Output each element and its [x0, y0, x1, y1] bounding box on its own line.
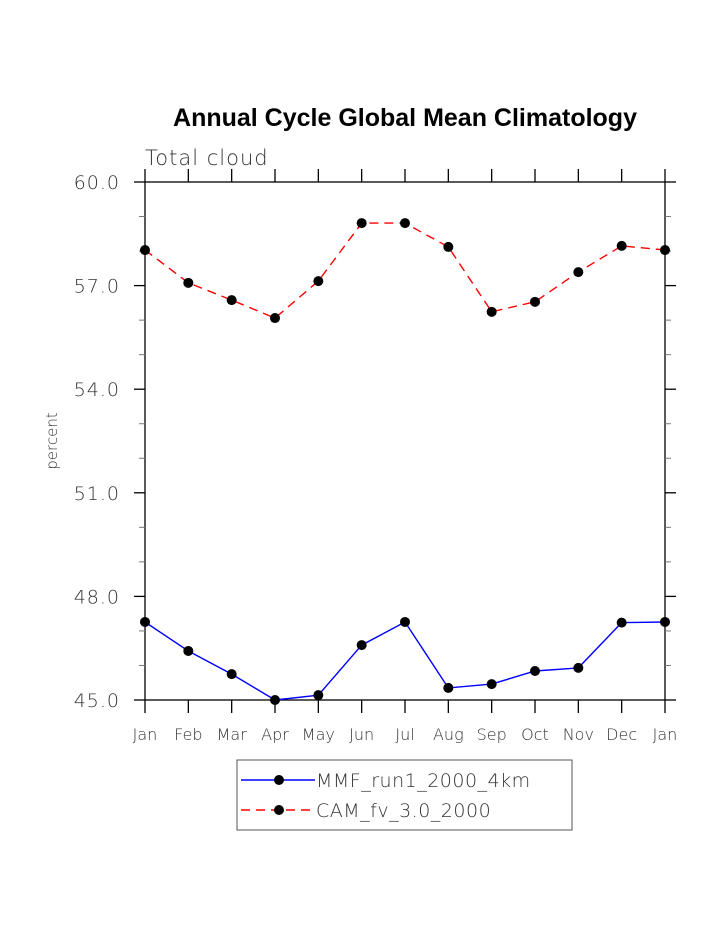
- data-point: [226, 295, 237, 306]
- legend: MMF_run1_2000_4km CAM_fv_3.0_2000: [236, 759, 573, 831]
- series-MMF_run1_2000_4km: [140, 616, 670, 705]
- y-tick-label: 51.0: [74, 483, 120, 505]
- data-point: [140, 616, 150, 627]
- legend-marker: [274, 775, 284, 785]
- y-tick-label: 48.0: [74, 586, 120, 608]
- y-tick-label: 60.0: [74, 172, 120, 194]
- x-tick-label: May: [302, 725, 335, 744]
- legend-label: CAM_fv_3.0_2000: [316, 800, 491, 822]
- series-layer: [140, 218, 670, 705]
- x-tick-label: Jan: [653, 725, 678, 744]
- x-tick-label: Jan: [133, 725, 158, 744]
- data-point: [226, 669, 237, 680]
- data-point: [313, 690, 324, 701]
- x-tick-label: Nov: [563, 725, 594, 744]
- data-point: [573, 267, 584, 278]
- data-point: [486, 306, 497, 317]
- x-tick-label: Mar: [217, 725, 248, 744]
- x-tick-label: Apr: [261, 725, 289, 744]
- chart-title: Annual Cycle Global Mean Climatology: [173, 104, 637, 132]
- x-tick-label: Sep: [477, 725, 507, 744]
- data-point: [356, 218, 367, 229]
- y-tick-label: 54.0: [74, 379, 120, 401]
- data-point: [270, 313, 280, 324]
- data-point: [530, 665, 540, 676]
- y-tick-label: 57.0: [74, 276, 120, 298]
- legend-item: MMF_run1_2000_4km: [241, 770, 531, 792]
- x-ticks: Jan Feb Mar Apr May Jun Jul Aug Sep Oct Nov Dec Jan: [133, 169, 678, 744]
- x-tick-label: Aug: [433, 725, 464, 744]
- data-point: [270, 695, 280, 705]
- chart-subtitle: Total cloud: [145, 146, 269, 170]
- data-point: [616, 617, 627, 628]
- x-tick-label: Dec: [606, 725, 637, 744]
- y-ticks: 45.0 48.0 51.0 54.0 57.0 60.0: [74, 172, 676, 712]
- data-point: [400, 616, 410, 627]
- legend-item: CAM_fv_3.0_2000: [241, 800, 491, 822]
- data-point: [660, 245, 670, 256]
- data-point: [183, 645, 194, 656]
- series-line: [144, 621, 666, 701]
- data-point: [356, 640, 367, 651]
- data-point: [443, 241, 454, 252]
- data-point: [443, 682, 454, 693]
- data-point: [530, 296, 540, 307]
- x-tick-label: Oct: [521, 725, 549, 744]
- y-tick-label: 45.0: [74, 690, 120, 712]
- legend-box: [236, 759, 573, 831]
- x-tick-label: Feb: [174, 725, 202, 744]
- legend-marker: [274, 805, 284, 815]
- series-CAM_fv_3.0_2000: [140, 218, 670, 324]
- data-point: [486, 679, 497, 690]
- legend-label: MMF_run1_2000_4km: [316, 770, 531, 792]
- x-tick-label: Jun: [349, 725, 374, 744]
- data-point: [400, 218, 410, 229]
- series-line: [144, 222, 666, 319]
- data-point: [573, 662, 584, 673]
- data-point: [660, 616, 670, 627]
- data-point: [313, 276, 324, 287]
- x-tick-label: Jul: [395, 725, 414, 744]
- data-point: [616, 240, 627, 251]
- y-axis-label: percent: [43, 412, 61, 470]
- data-point: [183, 277, 194, 288]
- data-point: [140, 245, 150, 256]
